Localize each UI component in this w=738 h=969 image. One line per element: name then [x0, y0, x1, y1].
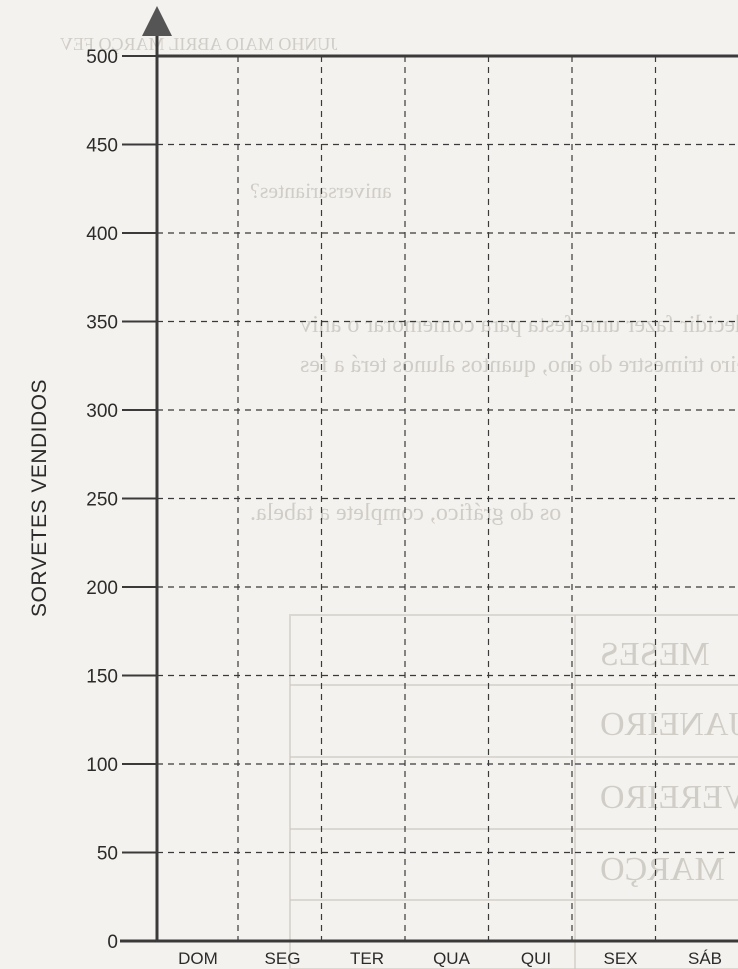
y-axis-ticks: 0 50 100 150 200 250 300 350 400 450 500: [86, 47, 157, 953]
y-tick-label: 500: [86, 47, 118, 68]
x-category-label: QUA: [433, 949, 471, 968]
y-tick-label: 350: [86, 313, 118, 334]
svg-text:os do gráfico, complete a tabe: os do gráfico, complete a tabela.: [250, 500, 561, 526]
svg-text:MESES: MESES: [600, 636, 710, 673]
y-tick-label: 0: [107, 932, 118, 953]
x-category-label: SEX: [603, 949, 637, 968]
y-axis-arrow: [142, 6, 172, 36]
y-tick-label: 50: [97, 844, 118, 865]
y-tick-label: 100: [86, 755, 118, 776]
y-tick-label: 250: [86, 490, 118, 511]
y-tick-label: 200: [86, 578, 118, 599]
x-category-label: SEG: [265, 949, 301, 968]
svg-text:FEVEREIRO: FEVEREIRO: [600, 779, 738, 816]
y-tick-label: 300: [86, 401, 118, 422]
x-axis-labels: DOM SEG TER QUA QUI SEX SÁB: [178, 949, 722, 968]
x-category-label: SÁB: [688, 949, 722, 968]
x-category-label: QUI: [521, 949, 551, 968]
y-axis-title: SORVETES VENDIDOS: [28, 379, 51, 617]
svg-text:JANEIRO: JANEIRO: [600, 706, 738, 743]
svg-text:eiro trimestre do ano, quantos: eiro trimestre do ano, quantos alunos te…: [300, 352, 738, 378]
y-tick-label: 450: [86, 136, 118, 157]
svg-text:MARÇO: MARÇO: [600, 851, 725, 888]
page-bleed-through: aniversariantes? decidir fazer uma festa…: [60, 34, 738, 969]
chart-grid: [157, 56, 738, 941]
svg-text:aniversariantes?: aniversariantes?: [250, 178, 392, 203]
x-category-label: DOM: [178, 949, 218, 968]
svg-text:decidir fazer uma festa para c: decidir fazer uma festa para comemorar o…: [300, 312, 738, 338]
y-tick-label: 150: [86, 667, 118, 688]
x-category-label: TER: [350, 949, 384, 968]
svg-text:JUNHO MAIO ABRIL MARÇO FEV: JUNHO MAIO ABRIL MARÇO FEV: [60, 34, 337, 54]
y-tick-label: 400: [86, 224, 118, 245]
